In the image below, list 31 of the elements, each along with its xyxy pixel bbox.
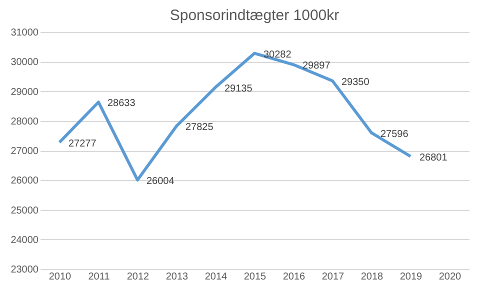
x-tick-label: 2012 — [126, 272, 150, 282]
data-label: 28633 — [108, 98, 136, 110]
data-label: 29135 — [224, 83, 253, 94]
y-tick-label: 26000 — [10, 176, 39, 187]
x-tick-label: 2010 — [48, 272, 72, 282]
x-tick-label: 2015 — [244, 272, 267, 282]
y-tick-label: 30000 — [10, 57, 39, 68]
y-tick-label: 24000 — [10, 234, 39, 246]
y-tick-label: 23000 — [10, 264, 39, 276]
x-tick-label: 2014 — [204, 272, 228, 282]
x-tick-label: 2011 — [88, 272, 110, 282]
data-label: 30282 — [264, 49, 292, 60]
x-tick-label: 2019 — [400, 272, 423, 282]
data-label: 26801 — [420, 152, 448, 164]
y-tick-label: 25000 — [10, 205, 39, 216]
x-tick-label: 2017 — [322, 272, 345, 282]
data-label: 29897 — [302, 60, 331, 72]
data-label: 27596 — [380, 128, 409, 140]
x-tick-label: 2013 — [166, 272, 189, 282]
data-label: 27825 — [186, 122, 214, 134]
y-tick-label: 28000 — [10, 116, 39, 128]
data-label: 26004 — [146, 176, 175, 188]
x-tick-label: 2020 — [438, 272, 462, 282]
x-tick-label: 2018 — [360, 272, 384, 282]
data-label: 29350 — [342, 76, 370, 88]
y-tick-label: 31000 — [10, 28, 39, 38]
x-tick-label: 2016 — [282, 272, 306, 282]
y-tick-label: 29000 — [10, 86, 39, 98]
data-label: 27277 — [68, 138, 97, 150]
chart-title: Sponsorindtægter 1000kr — [170, 7, 340, 24]
y-tick-label: 27000 — [10, 146, 39, 157]
